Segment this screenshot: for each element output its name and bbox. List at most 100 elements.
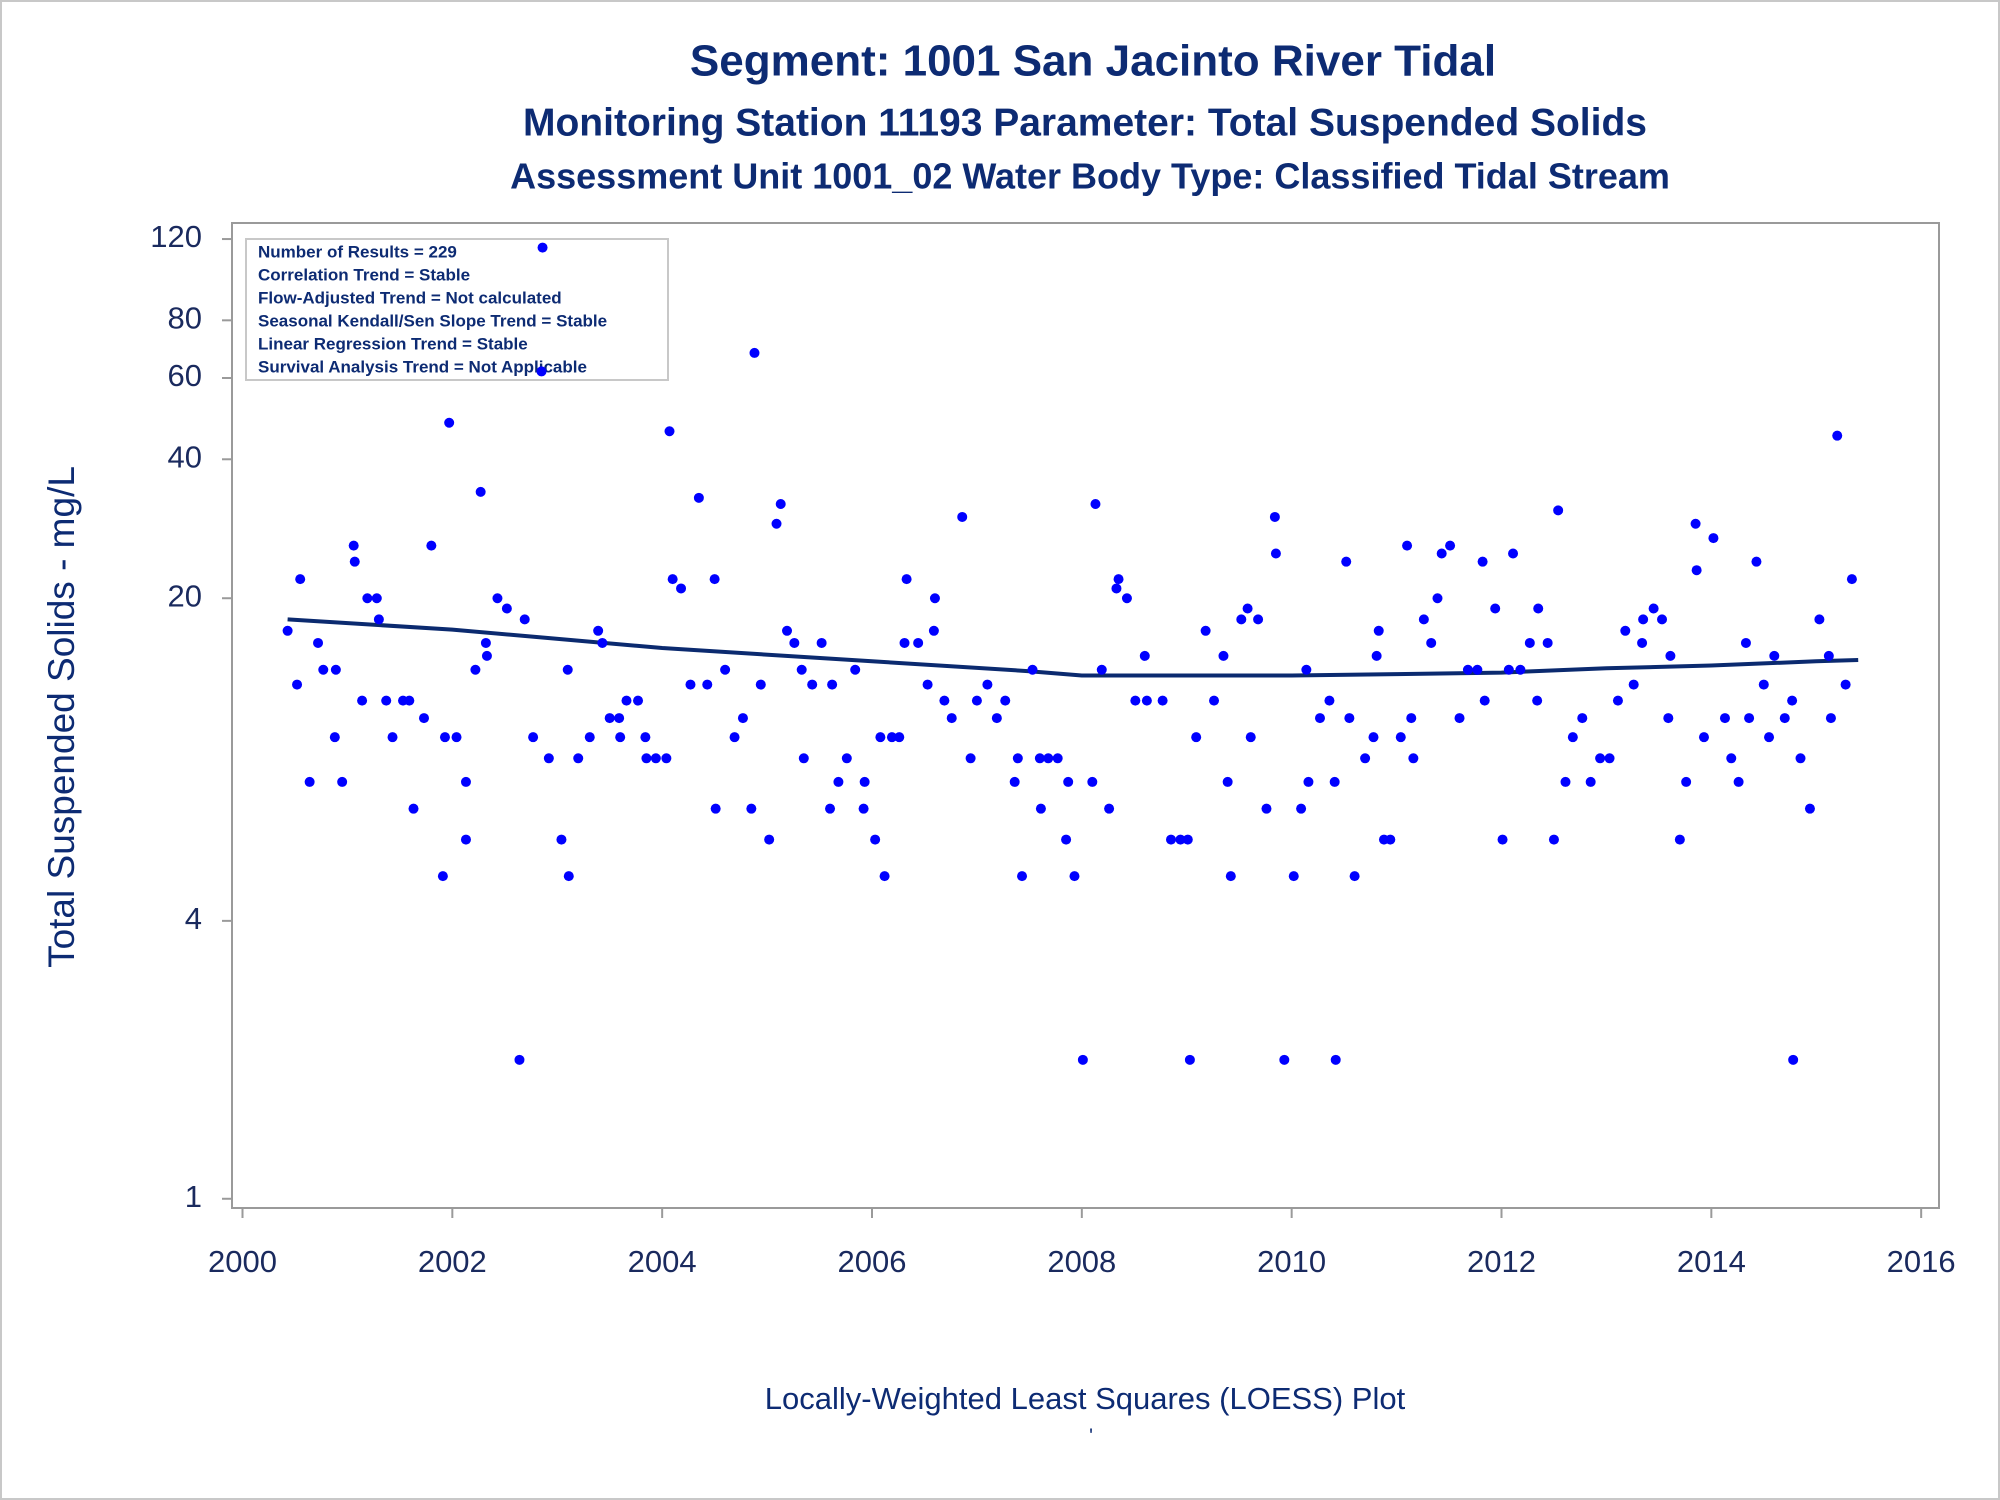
data-point bbox=[1674, 834, 1685, 845]
data-point bbox=[1665, 650, 1676, 661]
data-point bbox=[693, 492, 704, 503]
stats-text: Seasonal Kendall/Sen Slope Trend = Stabl… bbox=[258, 311, 607, 330]
data-point bbox=[1324, 695, 1335, 706]
data-point bbox=[1477, 556, 1488, 567]
y-tick-label: 1 bbox=[185, 1179, 202, 1214]
data-point bbox=[1804, 803, 1815, 814]
y-axis-label: Total Suspended Solids - mg/L bbox=[41, 466, 82, 968]
data-point bbox=[528, 732, 539, 743]
data-point bbox=[991, 713, 1002, 724]
data-point bbox=[661, 753, 672, 764]
data-point bbox=[460, 834, 471, 845]
data-point bbox=[1104, 803, 1115, 814]
data-point bbox=[329, 732, 340, 743]
data-point bbox=[593, 625, 604, 636]
data-point bbox=[1209, 695, 1220, 706]
data-point bbox=[913, 637, 924, 648]
data-point bbox=[1191, 732, 1202, 743]
data-point bbox=[1182, 834, 1193, 845]
data-point bbox=[1764, 732, 1775, 743]
data-point bbox=[1708, 533, 1719, 544]
data-point bbox=[850, 664, 861, 675]
data-point bbox=[1017, 871, 1028, 882]
data-point bbox=[1769, 650, 1780, 661]
data-point bbox=[1787, 695, 1798, 706]
data-point bbox=[1479, 695, 1490, 706]
data-point bbox=[519, 614, 530, 625]
data-point bbox=[1349, 871, 1360, 882]
data-point bbox=[782, 625, 793, 636]
data-point bbox=[1157, 695, 1168, 706]
data-point bbox=[640, 732, 651, 743]
data-point bbox=[922, 679, 933, 690]
data-point bbox=[1788, 1054, 1799, 1065]
data-point bbox=[357, 695, 368, 706]
data-point bbox=[1139, 650, 1150, 661]
data-point bbox=[1402, 540, 1413, 551]
data-point bbox=[1691, 565, 1702, 576]
data-point bbox=[444, 417, 455, 428]
data-point bbox=[929, 593, 940, 604]
data-point bbox=[749, 347, 760, 358]
data-point bbox=[720, 664, 731, 675]
data-point bbox=[1043, 753, 1054, 764]
data-point bbox=[349, 556, 360, 567]
data-point bbox=[1184, 1054, 1195, 1065]
data-point bbox=[1638, 614, 1649, 625]
data-point bbox=[537, 242, 548, 253]
data-point bbox=[1111, 583, 1122, 594]
data-point bbox=[1445, 540, 1456, 551]
data-point bbox=[1548, 834, 1559, 845]
data-point bbox=[1330, 1054, 1341, 1065]
data-point bbox=[1063, 776, 1074, 787]
data-point bbox=[1096, 664, 1107, 675]
x-tick-label: 2000 bbox=[208, 1244, 277, 1279]
data-point bbox=[664, 426, 675, 437]
data-point bbox=[928, 625, 939, 636]
data-point bbox=[1253, 614, 1264, 625]
data-point bbox=[1825, 713, 1836, 724]
data-point bbox=[901, 574, 912, 585]
data-point bbox=[1733, 776, 1744, 787]
data-point bbox=[710, 803, 721, 814]
data-point bbox=[1795, 753, 1806, 764]
data-point bbox=[1130, 695, 1141, 706]
data-point bbox=[460, 776, 471, 787]
data-point bbox=[1270, 548, 1281, 559]
data-point bbox=[1288, 871, 1299, 882]
data-point bbox=[1242, 603, 1253, 614]
data-point bbox=[737, 713, 748, 724]
data-point bbox=[899, 637, 910, 648]
data-point bbox=[584, 732, 595, 743]
chart-title: Segment: 1001 San Jacinto River Tidal bbox=[690, 37, 1496, 86]
y-tick-label: 80 bbox=[168, 301, 202, 336]
data-point bbox=[1612, 695, 1623, 706]
data-point bbox=[1314, 713, 1325, 724]
data-point bbox=[894, 732, 905, 743]
data-point bbox=[1329, 776, 1340, 787]
x-tick-label: 2012 bbox=[1467, 1244, 1536, 1279]
data-point bbox=[1344, 713, 1355, 724]
data-point bbox=[1719, 713, 1730, 724]
data-point bbox=[1225, 871, 1236, 882]
data-point bbox=[833, 776, 844, 787]
data-point bbox=[971, 695, 982, 706]
data-point bbox=[1341, 556, 1352, 567]
data-point bbox=[1663, 713, 1674, 724]
data-point bbox=[475, 486, 486, 497]
data-point bbox=[875, 732, 886, 743]
data-point bbox=[755, 679, 766, 690]
data-point bbox=[1141, 695, 1152, 706]
data-point bbox=[1553, 505, 1564, 516]
data-point bbox=[789, 637, 800, 648]
data-point bbox=[1604, 753, 1615, 764]
data-point bbox=[1779, 713, 1790, 724]
data-point bbox=[1113, 574, 1124, 585]
data-point bbox=[282, 625, 293, 636]
data-point bbox=[1681, 776, 1692, 787]
data-point bbox=[1490, 603, 1501, 614]
data-point bbox=[982, 679, 993, 690]
data-point bbox=[1567, 732, 1578, 743]
data-point bbox=[426, 540, 437, 551]
